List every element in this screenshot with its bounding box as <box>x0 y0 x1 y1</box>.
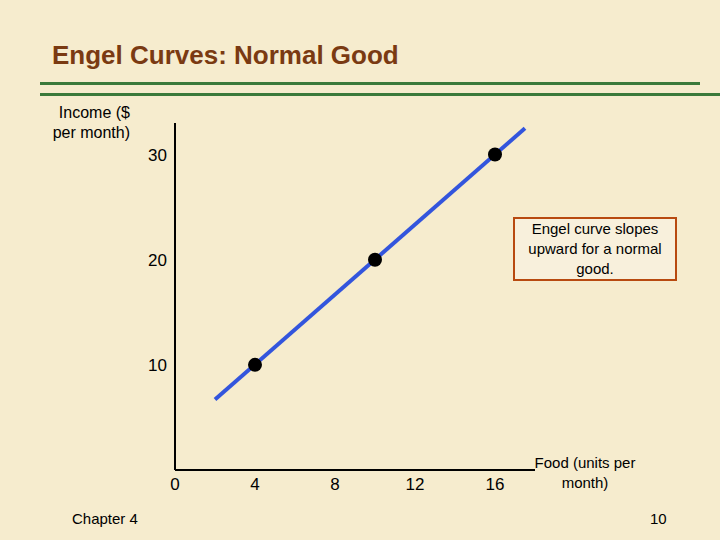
svg-text:0: 0 <box>170 475 179 494</box>
svg-text:30: 30 <box>148 146 167 165</box>
html-text:Chapter 4: Chapter 4 <box>72 510 138 527</box>
svg-text:4: 4 <box>250 475 259 494</box>
html-text:10: 10 <box>650 510 667 527</box>
html-text:Income ($ per month): Income ($ per month) <box>52 104 130 141</box>
svg-text:20: 20 <box>148 251 167 270</box>
svg-text:12: 12 <box>406 475 425 494</box>
html-text:Engel curve slopes upward for: Engel curve slopes upward for a normal g… <box>528 220 662 277</box>
svg-text:16: 16 <box>486 475 505 494</box>
svg-text:8: 8 <box>330 475 339 494</box>
html-text:Food (units per month): Food (units per month) <box>534 454 636 491</box>
svg-text:10: 10 <box>148 356 167 375</box>
html-text:Engel Curves: Normal Good: Engel Curves: Normal Good <box>52 40 399 70</box>
